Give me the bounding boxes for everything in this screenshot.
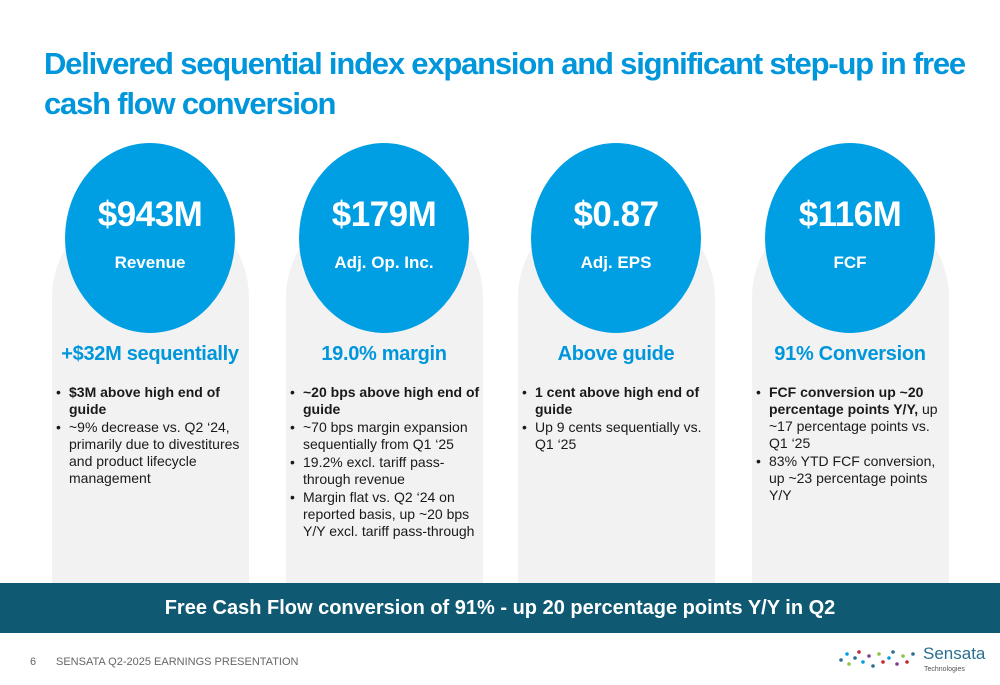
bullet-item: ~70 bps margin expansion sequentially fr… — [290, 419, 480, 453]
bullet-item: Margin flat vs. Q2 ‘24 on reported basis… — [290, 489, 480, 540]
bullet-item: ~20 bps above high end of guide — [290, 384, 480, 418]
fcf-highlight: 91% Conversion — [774, 343, 926, 365]
revenue-value: $943M — [97, 195, 203, 234]
revenue-label: Revenue — [114, 253, 186, 272]
fcf-value: $116M — [798, 195, 902, 234]
sensata-logo-dots — [839, 650, 915, 668]
adj-op-inc-label: Adj. Op. Inc. — [334, 253, 434, 272]
bullet-item: 1 cent above high end of guide — [522, 384, 712, 418]
revenue-highlight: +$32M sequentially — [61, 343, 239, 365]
revenue-bullets: $3M above high end of guide ~9% decrease… — [56, 384, 246, 488]
adj-eps-highlight: Above guide — [557, 343, 675, 365]
slide-title: Delivered sequential index expansion and… — [44, 46, 966, 121]
bullet-item: 83% YTD FCF conversion, up ~23 percentag… — [756, 453, 946, 504]
bullet-item: 19.2% excl. tariff pass-through revenue — [290, 454, 480, 488]
adj-op-inc-value: $179M — [331, 195, 437, 234]
page-number: 6 — [30, 656, 37, 668]
fcf-bullets: FCF conversion up ~20 percentage points … — [756, 384, 946, 505]
fcf-circle: $116M FCF — [765, 143, 935, 333]
bullet-item: ~9% decrease vs. Q2 ‘24, primarily due t… — [56, 419, 246, 487]
adj-eps-circle: $0.87 Adj. EPS — [531, 143, 701, 333]
logo-subtitle: Technologies — [924, 666, 965, 673]
bullet-item: FCF conversion up ~20 percentage points … — [756, 384, 946, 452]
adj-op-inc-circle: $179M Adj. Op. Inc. — [299, 143, 469, 333]
summary-banner: Free Cash Flow conversion of 91% - up 20… — [0, 583, 1000, 633]
fcf-label: FCF — [833, 253, 867, 272]
adj-op-inc-highlight: 19.0% margin — [321, 343, 447, 365]
adj-eps-value: $0.87 — [573, 195, 659, 234]
adj-eps-label: Adj. EPS — [580, 253, 652, 272]
bullet-item: $3M above high end of guide — [56, 384, 246, 418]
adj-eps-bullets: 1 cent above high end of guide Up 9 cent… — [522, 384, 712, 454]
bullet-item: Up 9 cents sequentially vs. Q1 ‘25 — [522, 419, 712, 453]
revenue-circle: $943M Revenue — [65, 143, 235, 333]
logo-word: Sensata — [923, 644, 986, 663]
adj-op-inc-bullets: ~20 bps above high end of guide ~70 bps … — [290, 384, 480, 541]
footer-text: SENSATA Q2-2025 EARNINGS PRESENTATION — [56, 656, 299, 668]
